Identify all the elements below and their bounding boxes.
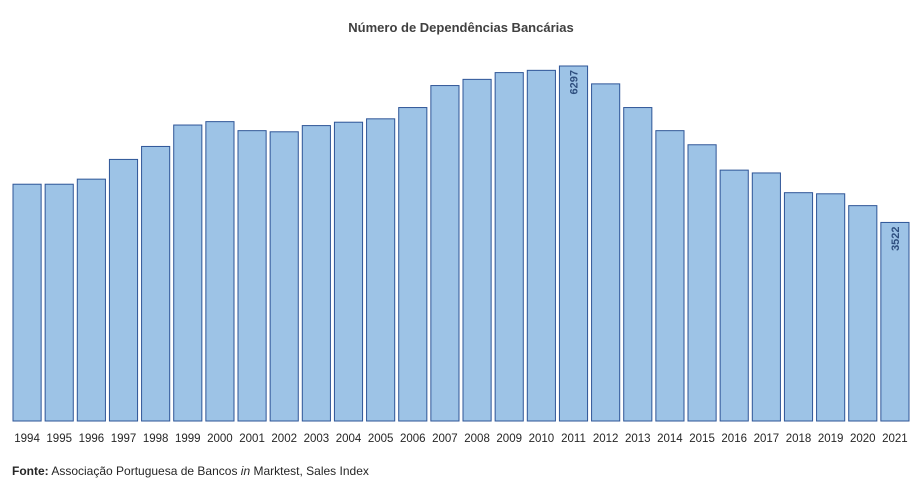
x-tick-1997: 1997 <box>111 433 137 445</box>
source-text-after: Marktest, Sales Index <box>253 464 369 478</box>
x-tick-2003: 2003 <box>304 433 330 445</box>
x-tick-2010: 2010 <box>529 433 555 445</box>
x-tick-1999: 1999 <box>175 433 201 445</box>
bar-2020 <box>848 205 878 422</box>
bar-2013 <box>623 107 653 422</box>
source-italic: in <box>240 464 251 478</box>
bar-1997 <box>108 158 139 422</box>
bar-2007 <box>430 85 460 422</box>
x-tick-2016: 2016 <box>721 433 747 445</box>
x-tick-1996: 1996 <box>79 433 105 445</box>
bar-2008 <box>462 78 492 422</box>
bar-2002 <box>269 131 299 422</box>
x-tick-1995: 1995 <box>46 433 72 445</box>
bar-2016 <box>719 169 749 422</box>
bar-2014 <box>655 130 685 422</box>
x-tick-2021: 2021 <box>882 433 908 445</box>
x-tick-1994: 1994 <box>14 433 40 445</box>
x-tick-2014: 2014 <box>657 433 683 445</box>
x-tick-2020: 2020 <box>850 433 876 445</box>
bar-2003 <box>301 125 331 422</box>
bar-2010 <box>526 69 556 422</box>
data-label-2011: 6297 <box>569 70 581 94</box>
bar-2001 <box>237 130 267 422</box>
x-tick-2007: 2007 <box>432 433 458 445</box>
x-tick-2006: 2006 <box>400 433 426 445</box>
bar-2017 <box>751 172 781 422</box>
source-text-before: Associação Portuguesa de Bancos <box>51 464 238 478</box>
data-labels-group: 6297 3522 <box>569 70 902 251</box>
bar-2005 <box>366 118 396 422</box>
x-tick-2005: 2005 <box>368 433 394 445</box>
bar-2000 <box>205 121 235 422</box>
bar-2021 <box>880 221 910 422</box>
x-tick-2019: 2019 <box>818 433 844 445</box>
bars-group <box>12 65 910 422</box>
x-tick-2017: 2017 <box>754 433 780 445</box>
bar-2011 <box>558 65 589 422</box>
x-tick-2001: 2001 <box>239 433 265 445</box>
x-axis-ticks: 1994 1995 1996 1997 1998 1999 2000 2001 2002 2003… <box>14 433 907 445</box>
bar-chart: Número de Dependências Bancárias 6297 352… <box>12 20 910 445</box>
source-label: Fonte: <box>12 464 49 478</box>
bar-2009 <box>494 72 524 422</box>
x-tick-2013: 2013 <box>625 433 651 445</box>
x-tick-1998: 1998 <box>143 433 169 445</box>
source-note: Fonte: Associação Portuguesa de Bancos i… <box>12 464 369 478</box>
x-tick-2018: 2018 <box>786 433 812 445</box>
bar-1994 <box>12 183 42 422</box>
x-tick-2011: 2011 <box>561 433 586 445</box>
x-tick-2009: 2009 <box>496 433 522 445</box>
bar-1998 <box>141 145 171 422</box>
x-tick-2000: 2000 <box>207 433 233 445</box>
bar-2006 <box>398 107 428 422</box>
x-tick-2004: 2004 <box>336 433 362 445</box>
chart-title: Número de Dependências Bancárias <box>348 20 573 35</box>
data-label-2021: 3522 <box>890 226 902 250</box>
bar-2015 <box>687 144 717 422</box>
x-tick-2008: 2008 <box>464 433 490 445</box>
x-tick-2015: 2015 <box>689 433 715 445</box>
bar-2019 <box>816 193 846 422</box>
bar-2018 <box>783 192 814 422</box>
x-tick-2002: 2002 <box>271 433 297 445</box>
bar-1995 <box>44 183 74 422</box>
bar-2004 <box>333 121 364 422</box>
x-tick-2012: 2012 <box>593 433 619 445</box>
bar-1999 <box>173 124 203 422</box>
bar-2012 <box>591 83 621 422</box>
bar-1996 <box>76 178 106 422</box>
